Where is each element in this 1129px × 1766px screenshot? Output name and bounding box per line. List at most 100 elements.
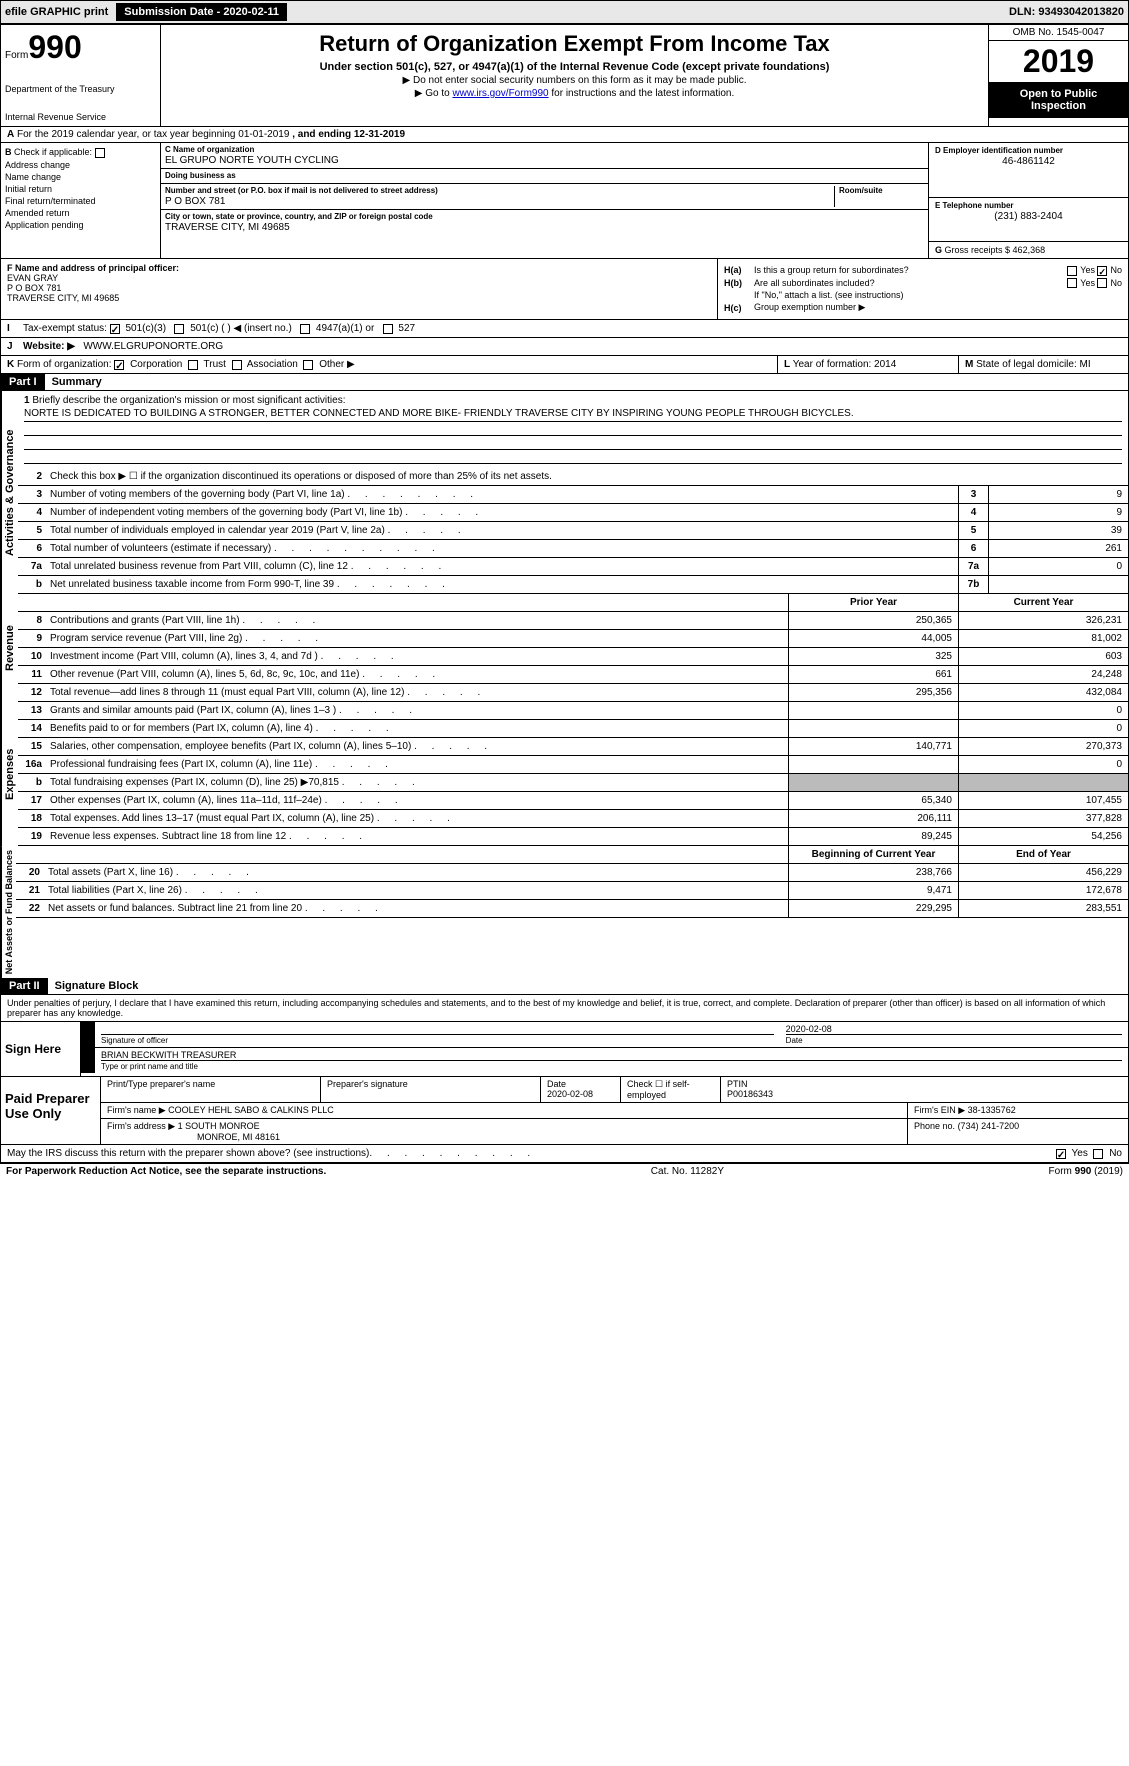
footer-center: Cat. No. 11282Y — [651, 1166, 724, 1177]
row-py: 238,766 — [788, 864, 958, 881]
l-text: Year of formation: 2014 — [793, 359, 897, 370]
paid-section: Paid Preparer Use Only Print/Type prepar… — [1, 1077, 1128, 1145]
row-cy: 0 — [958, 756, 1128, 773]
row-num: 15 — [18, 738, 46, 755]
ptin: PTINP00186343 — [721, 1077, 1128, 1102]
row-py — [788, 720, 958, 737]
hb-yes-chk[interactable] — [1067, 278, 1077, 288]
g-label: G — [935, 245, 942, 255]
trust-chk[interactable] — [188, 360, 198, 370]
data-row: 16aProfessional fundraising fees (Part I… — [18, 756, 1128, 774]
arrow-icon-2 — [81, 1048, 95, 1073]
data-row: 15Salaries, other compensation, employee… — [18, 738, 1128, 756]
527-chk[interactable] — [383, 324, 393, 334]
expenses-section: Expenses 13Grants and similar amounts pa… — [1, 702, 1128, 846]
row-py — [788, 702, 958, 719]
row-py: 44,005 — [788, 630, 958, 647]
city-val: TRAVERSE CITY, MI 49685 — [165, 222, 924, 233]
part2-label: Part II — [1, 978, 48, 994]
corp-chk[interactable]: ✓ — [114, 360, 124, 370]
org-name: EL GRUPO NORTE YOUTH CYCLING — [165, 155, 924, 166]
paid-row1: Print/Type preparer's name Preparer's si… — [101, 1077, 1128, 1103]
row-num: 10 — [18, 648, 46, 665]
row-cy: 456,229 — [958, 864, 1128, 881]
discuss-yes[interactable]: ✓ — [1056, 1149, 1066, 1159]
other-chk[interactable] — [303, 360, 313, 370]
hb-yn: Yes No — [1067, 278, 1122, 289]
row-num: 17 — [18, 792, 46, 809]
assoc-chk[interactable] — [232, 360, 242, 370]
4947-chk[interactable] — [300, 324, 310, 334]
l7a-val: 0 — [988, 558, 1128, 575]
row-num: 21 — [16, 882, 44, 899]
ha-yes-chk[interactable] — [1067, 266, 1077, 276]
submission-date: Submission Date - 2020-02-11 — [116, 3, 287, 21]
row-text: Net assets or fund balances. Subtract li… — [44, 900, 788, 917]
discuss-row: May the IRS discuss this return with the… — [1, 1145, 1128, 1163]
hb-label: H(b) — [724, 278, 754, 288]
row-cy: 432,084 — [958, 684, 1128, 701]
date-cell: 2020-02-08 Date — [780, 1022, 1128, 1047]
line-k: K Form of organization: ✓ Corporation Tr… — [1, 356, 778, 373]
footer: For Paperwork Reduction Act Notice, see … — [0, 1164, 1129, 1179]
line2-text: Check this box ▶ ☐ if the organization d… — [46, 468, 1128, 485]
l3-box: 3 — [958, 486, 988, 503]
j-label: Website: ▶ — [23, 341, 75, 352]
ha-no-chk[interactable]: ✓ — [1097, 266, 1107, 276]
l7a-num: 7a — [18, 558, 46, 575]
k-label: Form of organization: — [17, 359, 112, 370]
discuss-no[interactable] — [1093, 1149, 1103, 1159]
netassets-body: Beginning of Current Year End of Year 20… — [16, 846, 1128, 978]
row-num: 11 — [18, 666, 46, 683]
section-a: A For the 2019 calendar year, or tax yea… — [1, 127, 1128, 143]
mission: 1 Briefly describe the organization's mi… — [18, 391, 1128, 468]
hc-label: H(c) — [724, 303, 754, 313]
blank2 — [24, 436, 1122, 450]
line-l: L Year of formation: 2014 — [778, 356, 958, 373]
checkbox-applicable[interactable] — [95, 148, 105, 158]
firm-name: Firm's name ▶ COOLEY HEHL SABO & CALKINS… — [101, 1103, 908, 1118]
l7a-box: 7a — [958, 558, 988, 575]
name-cell: BRIAN BECKWITH TREASURER Type or print n… — [95, 1048, 1128, 1073]
hb-no-chk[interactable] — [1097, 278, 1107, 288]
na-cy: End of Year — [958, 846, 1128, 863]
l7b-val — [988, 576, 1128, 593]
app-pending: Application pending — [5, 220, 156, 230]
row-num: 19 — [18, 828, 46, 845]
l4-val: 9 — [988, 504, 1128, 521]
row-num: 9 — [18, 630, 46, 647]
501c-chk[interactable] — [174, 324, 184, 334]
paid-body: Print/Type preparer's name Preparer's si… — [101, 1077, 1128, 1144]
ein-val: 46-4861142 — [935, 156, 1122, 167]
irs-link[interactable]: www.irs.gov/Form990 — [452, 88, 548, 99]
hc-text: Group exemption number ▶ — [754, 302, 865, 313]
prep-name: Print/Type preparer's name — [101, 1077, 321, 1102]
ch-left — [18, 594, 788, 611]
open-inspection: Open to Public Inspection — [989, 82, 1128, 118]
row-py: 65,340 — [788, 792, 958, 809]
row-num: 22 — [16, 900, 44, 917]
ha-yn: Yes ✓No — [1067, 265, 1122, 276]
row-text: Program service revenue (Part VIII, line… — [46, 630, 788, 647]
row-text: Salaries, other compensation, employee b… — [46, 738, 788, 755]
data-row: 11Other revenue (Part VIII, column (A), … — [18, 666, 1128, 684]
row-cy: 54,256 — [958, 828, 1128, 845]
inspection-label: Inspection — [995, 100, 1122, 112]
501c3-chk[interactable]: ✓ — [110, 324, 120, 334]
row-num: 20 — [16, 864, 44, 881]
netassets-section: Net Assets or Fund Balances Beginning of… — [1, 846, 1128, 978]
row-num: 12 — [18, 684, 46, 701]
row-py: 661 — [788, 666, 958, 683]
h-a: H(a) Is this a group return for subordin… — [724, 265, 1122, 276]
form-header: Form990 Department of the Treasury Inter… — [1, 25, 1128, 127]
hb-note-text: If "No," attach a list. (see instruction… — [754, 290, 903, 300]
row-py: 295,356 — [788, 684, 958, 701]
row-text: Other expenses (Part IX, column (A), lin… — [46, 792, 788, 809]
na-py: Beginning of Current Year — [788, 846, 958, 863]
data-row: 21Total liabilities (Part X, line 26) . … — [16, 882, 1128, 900]
paid-label: Paid Preparer Use Only — [1, 1077, 101, 1144]
l5-val: 39 — [988, 522, 1128, 539]
revenue-body: Prior Year Current Year 8Contributions a… — [18, 594, 1128, 702]
hb-note: If "No," attach a list. (see instruction… — [724, 290, 1122, 300]
form-container: Form990 Department of the Treasury Inter… — [0, 24, 1129, 1164]
